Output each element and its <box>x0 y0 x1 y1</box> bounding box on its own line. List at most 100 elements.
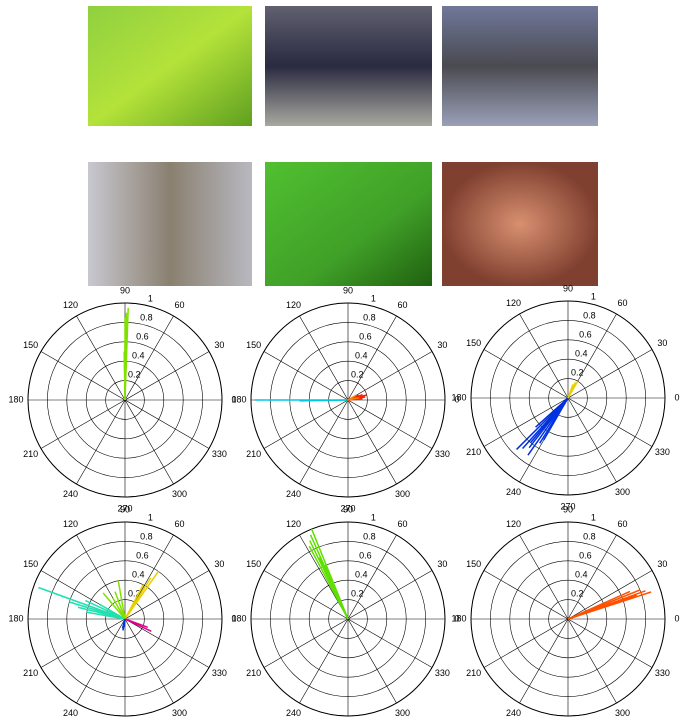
r-tick-label: 0.8 <box>363 313 376 323</box>
grid-spoke <box>263 399 349 449</box>
grid-spoke <box>299 315 349 401</box>
theta-tick-label: 210 <box>23 449 38 459</box>
r-tick-label: 1 <box>591 292 596 302</box>
rose-line <box>114 591 126 620</box>
r-tick-label: 0.6 <box>136 332 149 342</box>
rose-line <box>124 618 149 628</box>
theta-tick-label: 30 <box>214 340 224 350</box>
r-tick-label: 0.2 <box>571 589 584 599</box>
rose-line <box>535 397 569 428</box>
rose-line <box>347 396 360 401</box>
theta-tick-label: 330 <box>212 449 227 459</box>
photo <box>265 162 432 286</box>
theta-tick-label: 150 <box>23 559 38 569</box>
theta-tick-label: 240 <box>286 489 301 499</box>
r-tick-label: 0.4 <box>355 351 368 361</box>
theta-tick-label: 60 <box>397 300 407 310</box>
theta-tick-label: 60 <box>174 300 184 310</box>
rose-line <box>124 366 127 401</box>
r-tick-label: 0.4 <box>355 570 368 580</box>
theta-tick-label: 120 <box>506 298 521 308</box>
grid-spoke <box>347 618 397 704</box>
theta-tick-label: 330 <box>435 449 450 459</box>
grid-spoke <box>299 399 349 485</box>
grid-spoke <box>347 618 433 668</box>
grid-spoke <box>519 313 569 399</box>
theta-tick-label: 180 <box>451 392 466 402</box>
theta-tick-label: 180 <box>8 394 23 404</box>
grid-spoke <box>519 534 569 620</box>
theta-tick-label: 210 <box>466 447 481 457</box>
theta-tick-label: 180 <box>231 613 246 623</box>
r-tick-label: 0.8 <box>140 313 153 323</box>
theta-tick-label: 210 <box>23 668 38 678</box>
rose-line <box>530 397 569 444</box>
grid-spoke <box>40 399 126 449</box>
theta-tick-label: 60 <box>617 298 627 308</box>
theta-tick-label: 330 <box>655 668 670 678</box>
rose-line <box>124 584 144 620</box>
grid-spoke <box>299 618 349 704</box>
grid-spoke <box>124 399 210 449</box>
theta-tick-label: 240 <box>506 708 521 718</box>
r-tick-label: 0.6 <box>136 551 149 561</box>
rose-line <box>86 611 126 620</box>
grid-spoke <box>567 570 653 620</box>
r-tick-label: 1 <box>148 513 153 523</box>
theta-tick-label: 120 <box>286 519 301 529</box>
theta-tick-label: 240 <box>63 489 78 499</box>
grid-spoke <box>567 534 617 620</box>
theta-tick-label: 120 <box>506 519 521 529</box>
rose-line <box>324 565 349 620</box>
theta-tick-label: 240 <box>286 708 301 718</box>
r-tick-label: 0.6 <box>579 551 592 561</box>
theta-tick-label: 240 <box>506 487 521 497</box>
theta-tick-label: 150 <box>466 559 481 569</box>
grid-spoke <box>483 349 569 399</box>
grid-spoke <box>519 618 569 704</box>
r-tick-label: 1 <box>591 513 596 523</box>
theta-tick-label: 210 <box>466 668 481 678</box>
grid-spoke <box>347 534 397 620</box>
grid-spoke <box>263 618 349 668</box>
theta-tick-label: 90 <box>343 504 353 514</box>
grid-spoke <box>347 351 433 401</box>
rose-line <box>117 580 126 620</box>
rose-line <box>123 618 126 627</box>
theta-tick-label: 330 <box>655 447 670 457</box>
theta-tick-label: 270 <box>560 501 575 511</box>
r-tick-label: 1 <box>371 513 376 523</box>
grid-spoke <box>567 397 617 483</box>
theta-tick-label: 330 <box>212 668 227 678</box>
grid-spoke <box>40 351 126 401</box>
theta-tick-label: 90 <box>120 504 130 514</box>
theta-tick-label: 30 <box>214 559 224 569</box>
grid-spoke <box>347 315 397 401</box>
theta-tick-label: 120 <box>63 519 78 529</box>
theta-tick-label: 90 <box>563 504 573 514</box>
r-tick-label: 0.8 <box>583 532 596 542</box>
grid-spoke <box>567 618 653 668</box>
theta-tick-label: 30 <box>657 559 667 569</box>
theta-tick-label: 210 <box>246 668 261 678</box>
grid-spoke <box>567 618 617 704</box>
photo <box>442 162 598 286</box>
grid-spoke <box>483 570 569 620</box>
theta-tick-label: 150 <box>23 340 38 350</box>
r-tick-label: 0.4 <box>575 570 588 580</box>
theta-tick-label: 120 <box>286 300 301 310</box>
theta-tick-label: 300 <box>615 708 630 718</box>
grid-spoke <box>124 351 210 401</box>
theta-tick-label: 90 <box>343 285 353 295</box>
grid-spoke <box>483 618 569 668</box>
grid-spoke <box>124 618 210 668</box>
theta-tick-label: 330 <box>435 668 450 678</box>
theta-tick-label: 30 <box>657 338 667 348</box>
theta-tick-label: 300 <box>615 487 630 497</box>
theta-tick-label: 90 <box>120 285 130 295</box>
photo <box>442 6 598 126</box>
photo <box>88 6 252 126</box>
photo <box>88 162 252 286</box>
rose-line <box>567 384 574 399</box>
